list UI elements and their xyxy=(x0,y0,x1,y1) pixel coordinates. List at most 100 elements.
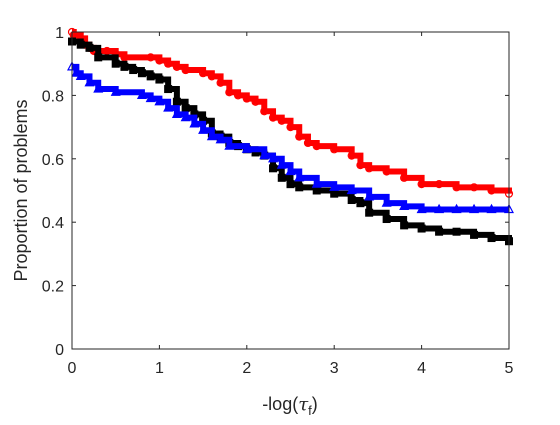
series-2-point xyxy=(129,66,138,75)
series-3-point xyxy=(75,70,86,80)
series-3-point xyxy=(285,165,296,176)
x-tick-label: 2 xyxy=(242,360,251,377)
series-3-point xyxy=(206,130,217,141)
series-3-point xyxy=(93,83,104,93)
series-3-point xyxy=(434,203,445,214)
series-1-point xyxy=(233,91,243,100)
series-2-point xyxy=(85,43,94,52)
series-1-point xyxy=(382,167,391,176)
series-2-point xyxy=(382,215,391,224)
series-3-point xyxy=(381,197,392,207)
series-3-point xyxy=(294,172,305,182)
series-2-point xyxy=(356,199,365,208)
series-3-point xyxy=(311,178,322,188)
series-3-point xyxy=(451,203,462,214)
series-1-point xyxy=(216,78,225,87)
series-1-point xyxy=(295,132,304,141)
series-1-point xyxy=(172,62,181,71)
series-1-point xyxy=(434,180,444,189)
x-tick-label: 1 xyxy=(155,360,164,377)
series-3-point xyxy=(276,159,287,169)
tick-layer: 0 1 2 3 4 5 0 0.2 0.4 0.6 0.8 1 xyxy=(42,25,514,377)
series-2-point xyxy=(181,104,190,113)
series-2-point xyxy=(164,85,173,94)
series-3-point xyxy=(346,184,357,195)
x-axis-label-subscript: f xyxy=(308,403,312,418)
series-3-point xyxy=(241,143,252,153)
series-3-point xyxy=(268,153,279,163)
series-2-point xyxy=(312,186,321,195)
series-3-point xyxy=(71,67,82,77)
series-2-point xyxy=(94,53,103,62)
series-2-point xyxy=(400,221,409,230)
series-3-point xyxy=(416,203,427,214)
series-3-point xyxy=(198,124,209,134)
series-2-point xyxy=(76,40,85,49)
series-2-point xyxy=(269,164,278,173)
series-1-point xyxy=(303,138,313,148)
x-axis-label-symbol: τ xyxy=(298,394,309,415)
series-2-point xyxy=(487,234,496,243)
series-3-point xyxy=(110,86,121,96)
series-1-point xyxy=(155,56,164,65)
series-2-point xyxy=(417,224,426,233)
series-3-point xyxy=(486,203,497,214)
series-1-point xyxy=(330,145,339,154)
series-1-point xyxy=(347,151,356,160)
series-3-point xyxy=(136,89,147,100)
series-layer xyxy=(67,27,514,246)
series-2-point xyxy=(347,196,356,205)
series-3-point xyxy=(259,149,270,160)
series-3-point xyxy=(145,92,156,103)
series-1-point xyxy=(417,180,426,189)
series-1-point xyxy=(146,53,155,62)
series-3-line xyxy=(72,63,509,213)
series-1-point xyxy=(487,186,496,195)
series-1-point xyxy=(242,94,251,103)
x-tick-label: 3 xyxy=(330,360,339,377)
series-3 xyxy=(67,61,514,214)
series-2-point xyxy=(146,72,155,81)
y-tick-label: 1 xyxy=(55,25,64,42)
x-tick-label: 5 xyxy=(505,360,514,377)
series-3-point xyxy=(189,118,200,128)
series-2-point xyxy=(365,208,374,217)
y-tick-label: 0.6 xyxy=(42,152,64,169)
series-3-point xyxy=(215,134,226,144)
series-3-point xyxy=(469,203,480,214)
series-3-point xyxy=(154,95,165,106)
y-axis-label: Proportion of problems xyxy=(11,99,31,281)
series-1-point xyxy=(312,142,321,151)
series-1-point xyxy=(452,183,461,192)
series-1-point xyxy=(356,161,365,170)
series-1-point xyxy=(277,116,286,125)
series-1-point xyxy=(286,122,295,132)
series-2-point xyxy=(435,227,444,236)
x-axis-label-close: ) xyxy=(312,394,318,414)
series-2-point xyxy=(172,97,181,106)
series-1-point xyxy=(199,69,208,78)
series-2-point xyxy=(286,180,295,189)
series-3-point xyxy=(399,200,410,210)
series-2-point xyxy=(470,230,479,239)
series-1-point xyxy=(207,72,216,81)
x-tick-label: 0 xyxy=(68,360,77,377)
series-2-point xyxy=(111,59,120,68)
series-1-point xyxy=(365,164,374,173)
series-3-point xyxy=(329,181,340,191)
series-1-point xyxy=(260,107,269,116)
series-2-point xyxy=(155,75,164,84)
series-2-point xyxy=(137,69,146,78)
series-1-point xyxy=(251,97,260,106)
series-1-point xyxy=(164,59,173,68)
series-3-point xyxy=(364,191,375,201)
series-1-point xyxy=(469,183,479,192)
series-1-point xyxy=(181,65,190,75)
series-3-point xyxy=(163,102,174,112)
y-tick-label: 0.4 xyxy=(42,215,64,232)
y-tick-label: 0 xyxy=(55,342,64,359)
series-3-point xyxy=(171,108,182,119)
series-3-point xyxy=(180,111,191,122)
